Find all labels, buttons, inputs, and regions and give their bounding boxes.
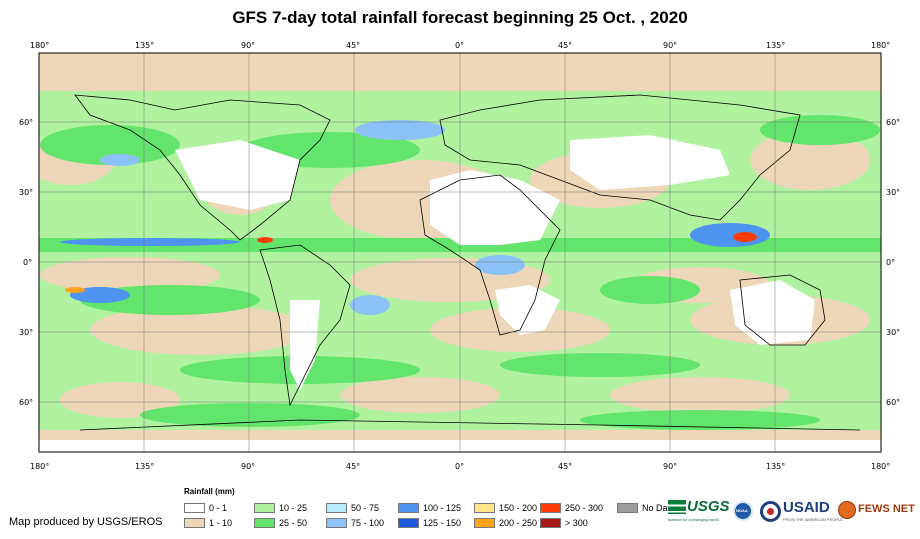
top-lon-label: 135° [135, 41, 155, 50]
legend-item: 50 - 75 [326, 503, 379, 513]
right-lat-label: 60° [886, 398, 901, 407]
left-lat-label: 0° [23, 258, 33, 267]
right-lat-label: 60° [886, 118, 901, 127]
usaid-seal-icon [767, 508, 774, 515]
legend-label: 100 - 125 [423, 503, 462, 513]
top-lon-label: 45° [558, 41, 573, 50]
bottom-lon-label: 90° [241, 462, 256, 471]
legend-swatch [254, 503, 275, 513]
legend-swatch [326, 518, 347, 528]
legend-item: 1 - 10 [184, 518, 232, 528]
legend-label: No Data [642, 503, 676, 513]
left-lat-label: 60° [19, 118, 34, 127]
right-lat-label: 0° [886, 258, 896, 267]
top-lon-label: 0° [455, 41, 465, 50]
map-title: GFS 7-day total rainfall forecast beginn… [232, 8, 688, 27]
legend-label: 50 - 75 [351, 503, 380, 513]
usaid-seal [760, 501, 781, 522]
usaid-wordmark: USAID [783, 499, 830, 516]
left-lat-label: 30° [19, 328, 34, 337]
legend-label: 150 - 200 [499, 503, 538, 513]
legend-title: Rainfall (mm) [184, 487, 235, 496]
legend-item: 75 - 100 [326, 518, 384, 528]
usgs-wordmark: USGS [687, 498, 730, 515]
map-frame [38, 52, 882, 453]
legend-item: 250 - 300 [540, 503, 603, 513]
legend-swatch [184, 518, 205, 528]
legend-swatch [474, 503, 495, 513]
fewsnet-wordmark: FEWS NET [858, 503, 915, 515]
heavy-rain [60, 120, 770, 315]
right-lat-label: 30° [886, 328, 901, 337]
legend-item: 0 - 1 [184, 503, 227, 513]
top-lon-label: 135° [766, 41, 786, 50]
bottom-lon-label: 135° [766, 462, 786, 471]
bottom-lon-label: 45° [558, 462, 573, 471]
legend-label: 25 - 50 [279, 518, 308, 528]
bottom-lon-label: 90° [663, 462, 678, 471]
left-lat-label: 30° [19, 188, 34, 197]
legend-swatch [540, 503, 561, 513]
bottom-lon-label: 180° [871, 462, 891, 471]
legend-item: > 300 [540, 518, 588, 528]
legend-item: 100 - 125 [398, 503, 461, 513]
usaid-tagline: FROM THE AMERICAN PEOPLE [783, 517, 843, 522]
legend-item: 25 - 50 [254, 518, 307, 528]
bottom-lon-label: 0° [455, 462, 465, 471]
legend-label: > 300 [565, 518, 588, 528]
bottom-lon-label: 135° [135, 462, 155, 471]
continent-outlines [74, 94, 861, 431]
legend-item: 200 - 250 [474, 518, 537, 528]
legend-swatch [326, 503, 347, 513]
legend-item: No Data [617, 503, 675, 513]
noaa-logo: NOAA [733, 501, 753, 521]
legend-label: 250 - 300 [565, 503, 604, 513]
top-lon-label: 90° [241, 41, 256, 50]
usgs-icon [668, 500, 686, 514]
legend-label: 10 - 25 [279, 503, 308, 513]
legend-swatch [398, 518, 419, 528]
legend-swatch [254, 518, 275, 528]
top-lon-label: 90° [663, 41, 678, 50]
usgs-tagline: science for a changing world [668, 517, 719, 522]
usaid-logo: USAID FROM THE AMERICAN PEOPLE [783, 499, 843, 525]
left-lat-label: 60° [19, 398, 34, 407]
usgs-logo: USGS science for a changing world [668, 498, 730, 526]
fewsnet-logo: FEWS NET [838, 500, 916, 526]
legend-label: 75 - 100 [351, 518, 385, 528]
legend-item: 125 - 150 [398, 518, 461, 528]
dry-land [39, 135, 881, 452]
legend-swatch [540, 518, 561, 528]
rainfall-map [38, 52, 882, 453]
legend-swatch [184, 503, 205, 513]
bottom-lon-label: 180° [30, 462, 50, 471]
legend-label: 0 - 1 [209, 503, 228, 513]
top-lon-label: 180° [871, 41, 891, 50]
legend-item: 10 - 25 [254, 503, 307, 513]
fewsnet-globe-icon [838, 501, 856, 519]
legend-label: 200 - 250 [499, 518, 538, 528]
legend-swatch [398, 503, 419, 513]
top-lon-label: 45° [346, 41, 361, 50]
right-lat-label: 30° [886, 188, 901, 197]
legend-swatch [617, 503, 638, 513]
legend-label: 1 - 10 [209, 518, 233, 528]
top-lon-label: 180° [30, 41, 50, 50]
legend-label: 125 - 150 [423, 518, 462, 528]
noaa-wordmark: NOAA [736, 508, 748, 513]
credit-text: Map produced by USGS/EROS [9, 516, 163, 528]
bottom-lon-label: 45° [346, 462, 361, 471]
graticule [39, 53, 881, 452]
legend-item: 150 - 200 [474, 503, 537, 513]
legend-swatch [474, 518, 495, 528]
